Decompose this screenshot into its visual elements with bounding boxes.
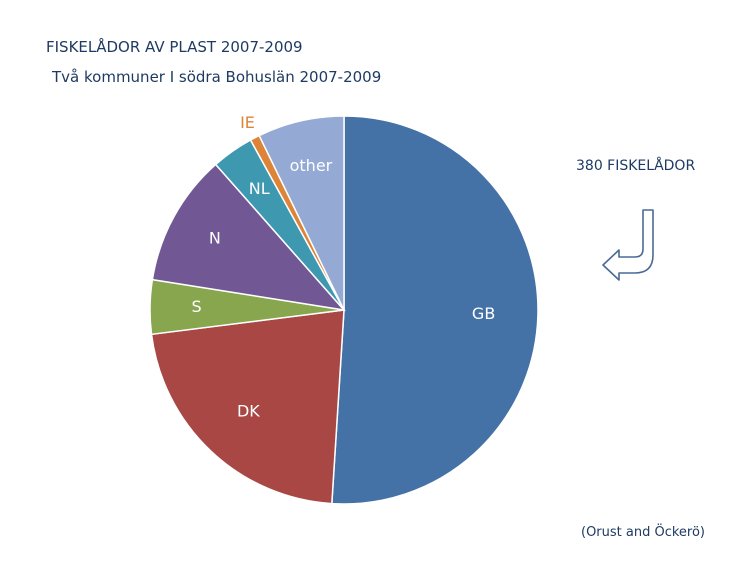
box-count-label: 380 FISKELÅDOR	[576, 158, 696, 174]
pie-label-gb: GB	[472, 304, 495, 323]
pie-slice-dk	[150, 309, 345, 505]
pie-label-dk: DK	[237, 401, 260, 420]
pie-slice-n	[151, 163, 346, 312]
pie-label-other: other	[290, 156, 333, 175]
pie-slice-gb	[331, 115, 539, 505]
pie-label-n: N	[209, 228, 221, 247]
chart-title: FISKELÅDOR AV PLAST 2007-2009	[46, 38, 303, 56]
pie-labels: GB DK S N NL IE other	[192, 113, 496, 420]
return-arrow-icon	[602, 209, 654, 281]
chart-subtitle: Två kommuner I södra Bohuslän 2007-2009	[52, 68, 382, 86]
pie-slice-other	[258, 115, 345, 311]
pie-label-nl: NL	[249, 179, 270, 198]
source-label: (Orust and Öckerö)	[581, 525, 706, 540]
pie-label-ie: IE	[240, 113, 255, 132]
pie-slices	[149, 115, 539, 505]
pie-label-s: S	[192, 297, 202, 316]
